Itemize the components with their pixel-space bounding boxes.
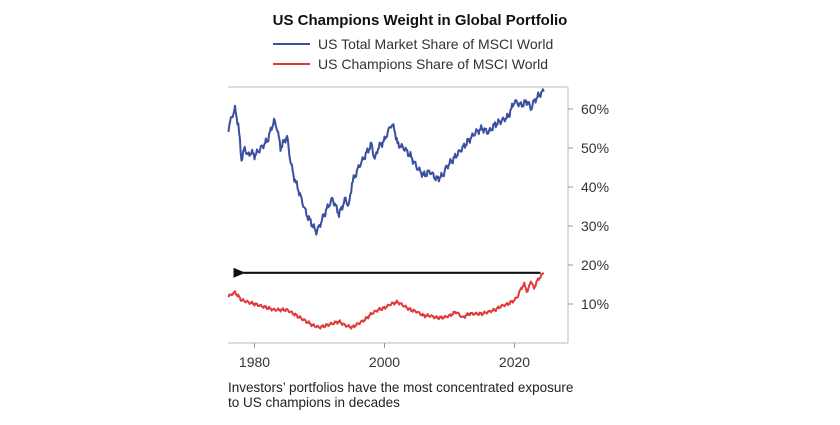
y-tick-label: 30%	[581, 218, 609, 234]
y-tick-label: 40%	[581, 179, 609, 195]
y-tick-label: 10%	[581, 296, 609, 312]
chart-caption: Investors’ portfolios have the most conc…	[228, 380, 574, 410]
series-line-champions	[227, 272, 545, 330]
chart-title: US Champions Weight in Global Portfolio	[273, 12, 568, 29]
legend: US Total Market Share of MSCI World US C…	[273, 36, 553, 72]
x-tick-label: 2000	[369, 354, 400, 370]
y-tick-label: 20%	[581, 257, 609, 273]
y-axis: 10% 20% 30% 40% 50% 60%	[568, 101, 609, 312]
series-layer	[227, 88, 545, 330]
series-line-total-market	[227, 88, 545, 236]
x-axis: 1980 2000 2020	[239, 343, 530, 370]
legend-label-total-market: US Total Market Share of MSCI World	[318, 36, 553, 52]
y-tick-label: 60%	[581, 101, 609, 117]
legend-label-champions: US Champions Share of MSCI World	[318, 56, 548, 72]
x-tick-label: 1980	[239, 354, 270, 370]
y-tick-label: 50%	[581, 140, 609, 156]
x-tick-label: 2020	[499, 354, 530, 370]
plot-frame	[228, 86, 569, 344]
